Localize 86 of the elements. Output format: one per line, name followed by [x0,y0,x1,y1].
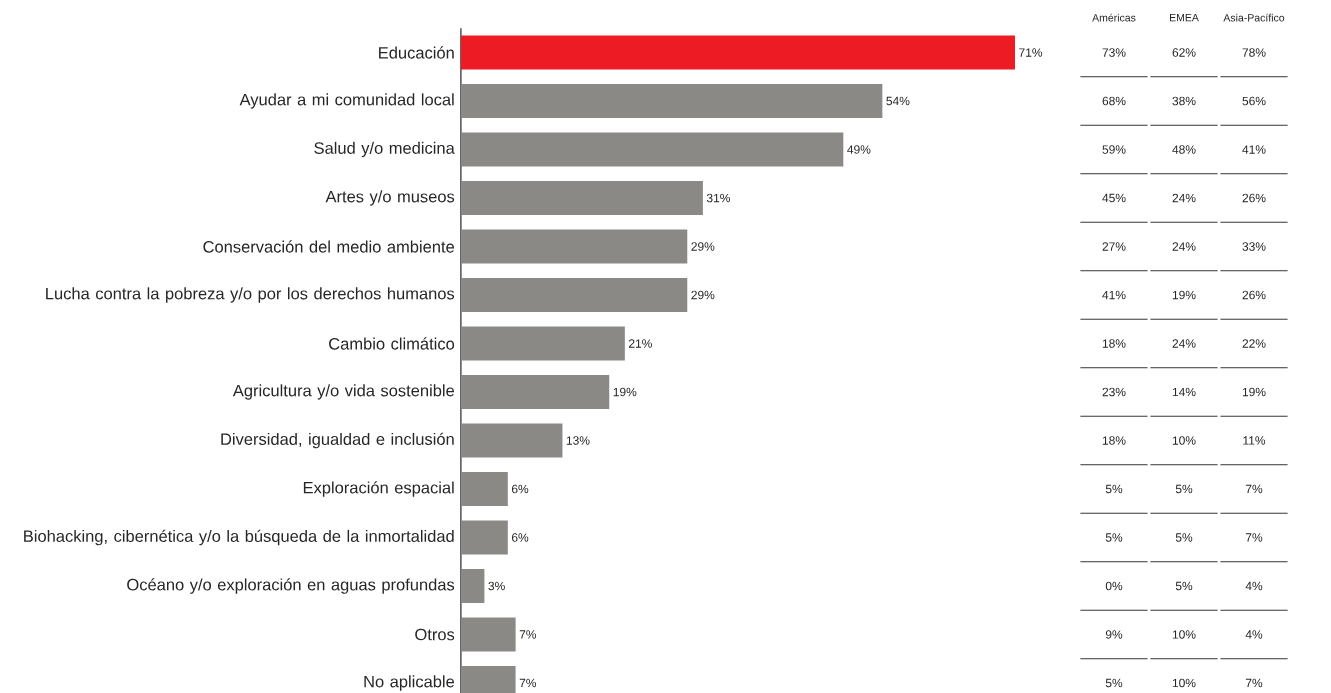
text: 10% [1172,436,1196,445]
data-label: 19% [613,387,637,397]
text: 5% [1105,533,1123,542]
bar [461,472,508,506]
text: 5% [1175,484,1193,494]
data-label: 7% [519,678,537,688]
text: 0% [1105,581,1123,591]
bar [461,374,610,409]
y-tick-label: Cambio climático [329,337,455,350]
text: 14% [1172,387,1196,397]
text: 23% [1102,387,1126,397]
data-label: 49% [847,145,871,154]
text: 68% [1102,96,1126,106]
text: 5% [1105,678,1123,688]
text: Asia-Pacífico [1223,13,1285,22]
text: 33% [1242,242,1266,251]
text: 26% [1242,193,1266,203]
y-tick-label: Diversidad, igualdad e inclusión [221,432,454,449]
text: 5% [1175,581,1193,591]
y-tick-label: No aplicable [364,675,455,691]
text: 4% [1245,581,1263,591]
text: 48% [1172,145,1196,154]
y-tick-label: Conservación del medio ambiente [203,240,454,253]
text: 41% [1242,145,1266,154]
text: 22% [1242,339,1266,348]
text: 11% [1243,436,1266,445]
text: 62% [1172,48,1196,57]
text: 19% [1172,290,1196,300]
y-tick-label: Lucha contra la pobreza y/o por los derechos humanos [46,287,455,303]
data-label: 31% [706,193,730,203]
data-label: 21% [628,339,652,348]
bar [461,84,883,118]
y-tick-label: Salud y/o medicina [314,141,455,158]
text: 45% [1102,193,1126,203]
text: 26% [1242,290,1266,300]
text: 10% [1172,678,1196,688]
y-tick-label: Exploración espacial [303,481,454,497]
text: 38% [1172,96,1196,106]
data-label: 7% [519,630,537,639]
text: Américas [1092,13,1136,22]
y-tick-label: Otros [415,628,455,641]
text: 24% [1172,193,1196,203]
y-tick-label: Artes y/o museos [325,190,455,206]
data-label: 71% [1019,48,1043,57]
y-tick-label: Ayudar a mi comunidad local [239,93,454,109]
text: 7% [1245,533,1263,542]
text: 78% [1242,48,1266,57]
data-label: 6% [511,484,529,494]
bar [461,617,516,652]
data-label: 29% [691,290,715,300]
text: 18% [1102,436,1126,445]
bar [461,568,485,603]
text: 10% [1172,630,1196,639]
data-label: 6% [511,533,529,542]
text: 5% [1175,533,1193,542]
text: 24% [1172,242,1196,251]
text: 18% [1102,339,1126,348]
bar [461,132,844,167]
bar [461,326,625,361]
bar [461,35,1015,70]
text: 27% [1102,242,1126,251]
data-label: 3% [488,581,505,591]
bar [461,520,508,555]
text: 9% [1105,630,1123,639]
text: 19% [1242,387,1266,397]
text: 24% [1172,339,1196,348]
text: EMEA [1169,13,1199,22]
bar [461,181,703,215]
data-label: 13% [566,436,590,445]
bar [461,423,563,458]
bar [461,229,688,264]
text: 73% [1102,48,1126,57]
y-tick-label: Educación [379,46,454,59]
y-tick-label: Biohacking, cibernética y/o la búsqueda de la inmortalidad [24,529,454,546]
text: 5% [1105,484,1123,494]
data-label: 54% [886,96,910,106]
text: 7% [1245,678,1263,688]
text: 59% [1102,145,1126,154]
y-tick-label: Agricultura y/o vida sostenible [232,384,455,400]
text: 56% [1242,96,1266,106]
text: 7% [1245,484,1263,494]
data-label: 29% [691,242,715,251]
bar [461,278,688,312]
y-tick-label: Océano y/o exploración en aguas profundas [127,578,455,594]
text: 41% [1102,290,1126,300]
text: 4% [1245,630,1263,639]
